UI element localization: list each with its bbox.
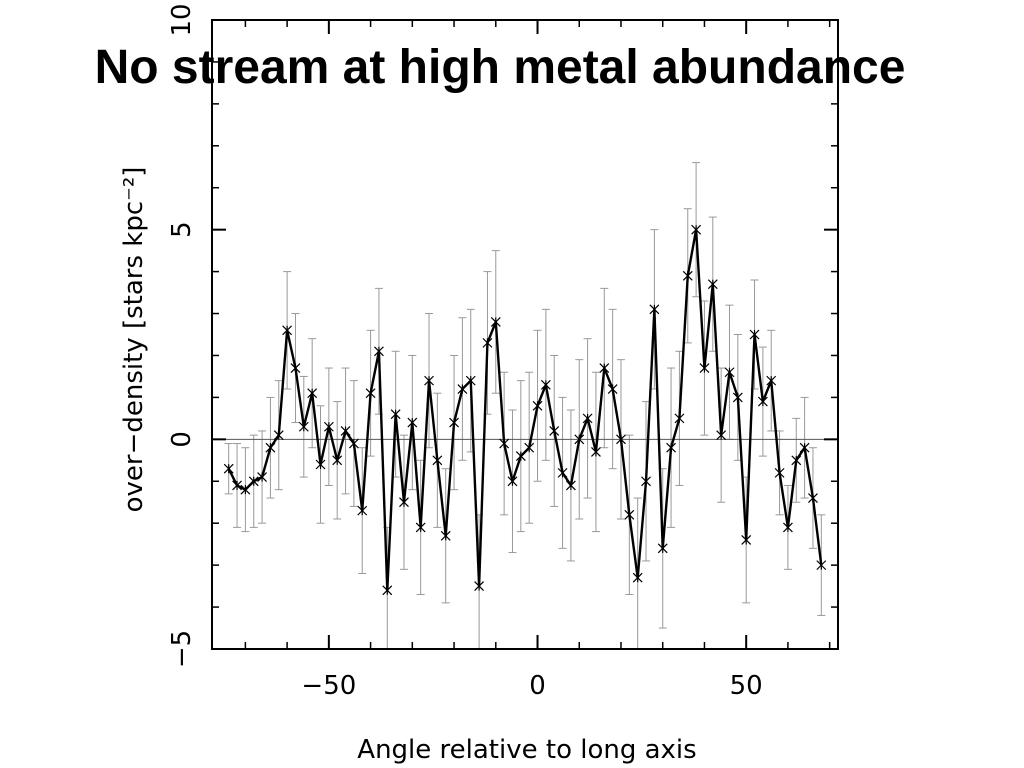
y-tick-label: 0 xyxy=(167,431,197,448)
data-point xyxy=(248,476,259,487)
data-point xyxy=(682,270,693,281)
data-point xyxy=(449,417,459,428)
data-point xyxy=(482,337,493,348)
data-point xyxy=(232,480,242,491)
data-point xyxy=(265,442,276,453)
y-tick-label: 10 xyxy=(167,3,197,36)
data-point xyxy=(424,375,434,386)
data-point xyxy=(632,572,643,583)
data-point xyxy=(574,434,585,445)
data-point xyxy=(607,384,618,394)
x-tick-label: 50 xyxy=(730,671,763,701)
data-point xyxy=(332,455,343,466)
data-point xyxy=(524,442,535,453)
data-point xyxy=(766,375,777,386)
data-point xyxy=(532,400,543,411)
data-point xyxy=(599,363,610,373)
y-axis-ticks: −5 0 5 10 xyxy=(167,3,838,668)
data-point xyxy=(724,367,735,378)
data-point xyxy=(540,379,551,390)
data-point xyxy=(390,409,401,420)
data-point xyxy=(557,467,568,478)
data-point xyxy=(257,472,268,482)
data-point xyxy=(757,396,768,407)
data-markers xyxy=(223,224,827,596)
data-point xyxy=(323,421,334,432)
data-point xyxy=(348,438,359,449)
data-point xyxy=(440,530,451,541)
data-point xyxy=(298,421,309,432)
data-point xyxy=(657,543,668,554)
data-point xyxy=(741,535,752,545)
data-point xyxy=(432,455,443,466)
data-point xyxy=(382,585,393,596)
x-tick-label: 0 xyxy=(529,671,546,701)
data-point xyxy=(290,363,301,373)
data-point xyxy=(399,497,409,508)
data-point xyxy=(374,346,384,357)
y-tick-label: −5 xyxy=(167,630,197,668)
data-point xyxy=(582,413,593,424)
data-point xyxy=(357,505,368,516)
data-point xyxy=(240,484,251,495)
data-point xyxy=(465,375,476,386)
data-point xyxy=(515,451,526,462)
data-point xyxy=(774,467,785,478)
data-point xyxy=(691,224,702,235)
y-axis-label: over−density [stars kpc⁻²] xyxy=(119,167,149,513)
data-point xyxy=(732,392,743,403)
data-point xyxy=(716,430,727,441)
data-point xyxy=(499,438,510,449)
data-point xyxy=(365,388,376,399)
data-point xyxy=(315,459,326,470)
data-point xyxy=(699,363,710,373)
data-point xyxy=(791,455,802,466)
data-point xyxy=(782,522,793,533)
data-point xyxy=(223,463,234,474)
data-point xyxy=(549,426,560,436)
data-point xyxy=(457,384,468,394)
data-point xyxy=(616,434,626,445)
data-point xyxy=(808,493,818,503)
data-point xyxy=(407,417,418,428)
data-point xyxy=(490,316,501,327)
data-point xyxy=(649,304,660,315)
x-tick-label: −50 xyxy=(301,671,356,701)
data-point xyxy=(624,509,635,520)
data-point xyxy=(273,430,284,441)
x-axis-label: Angle relative to long axis xyxy=(357,735,696,765)
data-point xyxy=(674,413,685,424)
data-point xyxy=(340,426,351,436)
data-point xyxy=(282,325,293,336)
data-point xyxy=(666,442,676,453)
data-point xyxy=(816,560,827,571)
data-point xyxy=(641,476,651,487)
data-point xyxy=(707,279,718,290)
data-point xyxy=(507,476,518,487)
data-point xyxy=(799,442,810,453)
data-point xyxy=(415,522,426,533)
data-point xyxy=(474,581,485,592)
plot-frame xyxy=(211,19,839,650)
data-point xyxy=(565,480,576,491)
y-tick-label: 5 xyxy=(167,221,197,238)
data-point xyxy=(307,388,318,399)
data-point xyxy=(591,446,601,457)
x-axis-ticks: −50 0 50 xyxy=(244,20,831,701)
data-point xyxy=(749,329,760,340)
